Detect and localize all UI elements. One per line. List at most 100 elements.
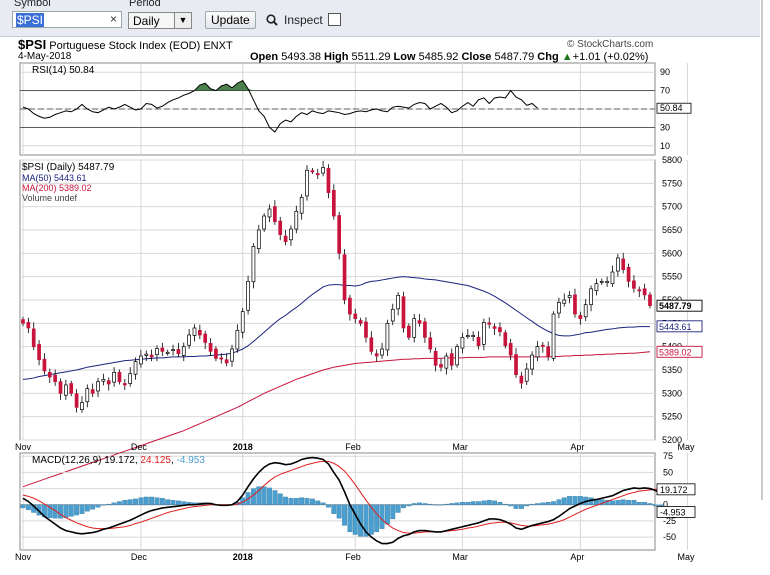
macd-legend: MACD(12,26,9) 19.172, 24.125, -4.953 bbox=[32, 455, 205, 466]
macd-histogram-bar bbox=[100, 504, 106, 506]
macd-histogram-bar bbox=[84, 504, 90, 512]
price-legend: $PSI (Daily) 5487.79 MA(50) 5443.61 MA(2… bbox=[22, 163, 114, 204]
close-current-label: 5487.79 bbox=[659, 301, 692, 311]
high-value: 5511.29 bbox=[351, 51, 391, 63]
symbol-input[interactable]: $PSI × bbox=[12, 11, 122, 28]
macd-histogram-bar bbox=[647, 503, 653, 505]
search-icon bbox=[266, 14, 278, 26]
candle-body bbox=[605, 280, 609, 283]
candle-body bbox=[476, 336, 481, 347]
macd-histogram-bar bbox=[293, 498, 299, 505]
candle-body bbox=[58, 381, 63, 394]
candle-body bbox=[26, 322, 31, 329]
price-tick-label: 5200 bbox=[662, 435, 682, 445]
candle-body bbox=[31, 328, 36, 348]
macd-histogram-bar bbox=[518, 504, 524, 509]
macd-histogram-bar bbox=[502, 503, 508, 505]
macd-x-label: May bbox=[678, 552, 696, 562]
macd-histogram-bar bbox=[106, 503, 112, 505]
macd-histogram-bar bbox=[63, 504, 69, 518]
candle-body bbox=[53, 374, 58, 383]
candle-body bbox=[594, 283, 599, 292]
macd-histogram-bar bbox=[342, 504, 347, 526]
candle-body bbox=[589, 288, 593, 306]
header-symbol: $PSI bbox=[18, 37, 47, 52]
macd-histogram-bar bbox=[652, 504, 658, 507]
macd-histogram-bar bbox=[20, 504, 26, 509]
candle-body bbox=[128, 373, 133, 384]
period-select[interactable]: Daily ▼ bbox=[128, 12, 192, 29]
macd-histogram-bar bbox=[170, 500, 176, 505]
macd-histogram-bar bbox=[374, 504, 380, 533]
ma200-legend: MA(200) 5389.02 bbox=[22, 183, 92, 193]
inspect-checkbox[interactable] bbox=[328, 13, 341, 26]
candle-body bbox=[583, 304, 588, 318]
candle-body bbox=[117, 371, 122, 383]
price-tick-label: 5600 bbox=[662, 248, 682, 258]
candle-body bbox=[342, 254, 347, 301]
macd-x-label: Feb bbox=[345, 552, 361, 562]
candle-body bbox=[42, 358, 47, 372]
macd-histogram-bar bbox=[336, 504, 342, 519]
update-button[interactable]: Update bbox=[205, 11, 256, 29]
candle-body bbox=[214, 348, 218, 359]
macd-signal-line bbox=[22, 460, 672, 534]
chart-title-row: $PSI Portuguese Stock Index (EOD) ENXT bbox=[18, 37, 233, 52]
macd-histogram-bar bbox=[481, 500, 487, 505]
macd-histogram-bar bbox=[326, 504, 331, 508]
macd-x-label: Nov bbox=[15, 552, 32, 562]
candle-body bbox=[417, 320, 422, 324]
macd-histogram-bar bbox=[529, 503, 535, 505]
volume-legend: Volume undef bbox=[22, 193, 78, 203]
macd-histogram-bar bbox=[117, 501, 122, 505]
macd-histogram-bar bbox=[267, 487, 272, 505]
candle-body bbox=[160, 347, 165, 352]
macd-histogram-bar bbox=[47, 504, 53, 518]
macd-histogram-bar bbox=[427, 503, 433, 505]
candle-body bbox=[482, 322, 486, 345]
price-tick-label: 5350 bbox=[662, 365, 682, 375]
macd-histogram-bar bbox=[449, 503, 455, 505]
inspect-label: Inspect bbox=[284, 13, 323, 27]
candle-body bbox=[192, 327, 197, 336]
up-arrow-icon: ▲ bbox=[561, 51, 573, 63]
candle-body bbox=[21, 319, 25, 324]
rsi-current-label: 50.84 bbox=[660, 103, 683, 113]
price-tick-label: 5700 bbox=[662, 202, 682, 212]
candle-body bbox=[439, 364, 443, 368]
price-tick-label: 5300 bbox=[662, 388, 682, 398]
clear-icon[interactable]: × bbox=[109, 12, 117, 26]
macd-tick-label: 75 bbox=[663, 451, 673, 461]
candle-body bbox=[267, 208, 272, 218]
macd-histogram-bar bbox=[363, 504, 369, 537]
macd-histogram-bar bbox=[561, 497, 567, 505]
rsi-line bbox=[22, 79, 538, 133]
candle-body bbox=[423, 321, 427, 338]
macd-histogram-bar bbox=[417, 502, 422, 505]
candle-body bbox=[455, 346, 459, 366]
header-date: 4-May-2018 bbox=[18, 51, 72, 62]
macd-histogram-bar bbox=[438, 504, 444, 506]
macd-histogram-bar bbox=[422, 503, 428, 505]
candle-body bbox=[503, 332, 508, 347]
candle-body bbox=[348, 297, 352, 315]
ohlc-row: Open 5493.38 High 5511.29 Low 5485.92 Cl… bbox=[250, 51, 648, 63]
macd-histogram-bar bbox=[304, 498, 310, 505]
candle-body bbox=[64, 384, 68, 396]
candle-body bbox=[187, 334, 191, 346]
candle-body bbox=[262, 215, 267, 230]
candle-body bbox=[122, 383, 127, 386]
rsi-legend: RSI(14) 50.84 bbox=[32, 65, 95, 76]
macd-current-label: 19.172 bbox=[660, 485, 688, 495]
candle-body bbox=[273, 206, 277, 222]
candle-body bbox=[203, 333, 208, 343]
ma50-line bbox=[22, 276, 650, 380]
macd-histogram-bar bbox=[283, 496, 289, 505]
candle-body bbox=[540, 344, 545, 347]
macd-histogram-bar bbox=[25, 504, 31, 511]
macd-histogram-bar bbox=[309, 498, 315, 505]
candle-body bbox=[358, 320, 363, 324]
macd-histogram-bar bbox=[143, 496, 149, 505]
candle-body bbox=[610, 271, 615, 285]
chevron-down-icon: ▼ bbox=[174, 13, 191, 28]
